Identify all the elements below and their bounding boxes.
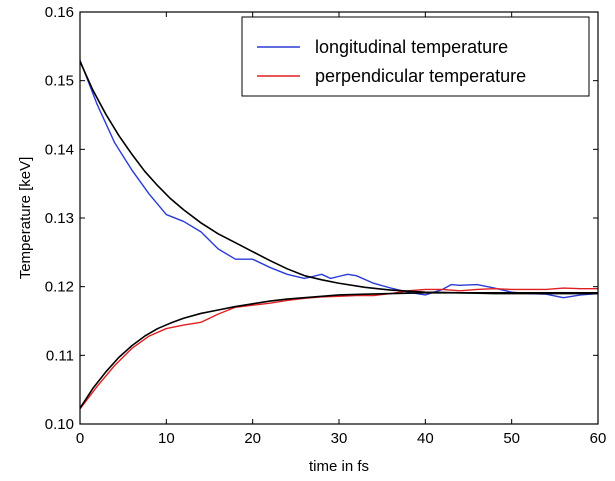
x-tick-label: 60 (590, 430, 607, 447)
legend-box (241, 16, 590, 97)
x-axis: 0 10 20 30 40 50 60 (76, 12, 607, 447)
legend-label-perpendicular: perpendicular temperature (315, 66, 526, 86)
x-tick-label: 50 (503, 430, 520, 447)
x-tick-label: 40 (417, 430, 434, 447)
y-tick-label: 0.10 (45, 416, 74, 433)
x-tick-label: 10 (158, 430, 175, 447)
y-tick-label: 0.12 (45, 279, 74, 296)
x-axis-label: time in fs (309, 458, 369, 475)
y-tick-label: 0.13 (45, 210, 74, 227)
x-tick-label: 20 (244, 430, 261, 447)
x-tick-label: 30 (331, 430, 348, 447)
y-axis-label: Temperature [keV] (17, 157, 34, 280)
y-axis: 0.10 0.11 0.12 0.13 0.14 0.15 0.16 (45, 4, 598, 433)
y-tick-label: 0.11 (46, 347, 74, 364)
perpendicular-temperature-line (79, 287, 598, 410)
y-tick-label: 0.16 (45, 4, 74, 21)
x-tick-label: 0 (76, 430, 84, 447)
legend-label-longitudinal: longitudinal temperature (315, 37, 508, 57)
series-layer (79, 59, 599, 410)
legend: longitudinal temperature perpendicular t… (241, 16, 590, 97)
y-tick-label: 0.15 (45, 73, 74, 90)
y-tick-label: 0.14 (45, 141, 74, 158)
perpendicular-fit-curve (79, 292, 598, 409)
